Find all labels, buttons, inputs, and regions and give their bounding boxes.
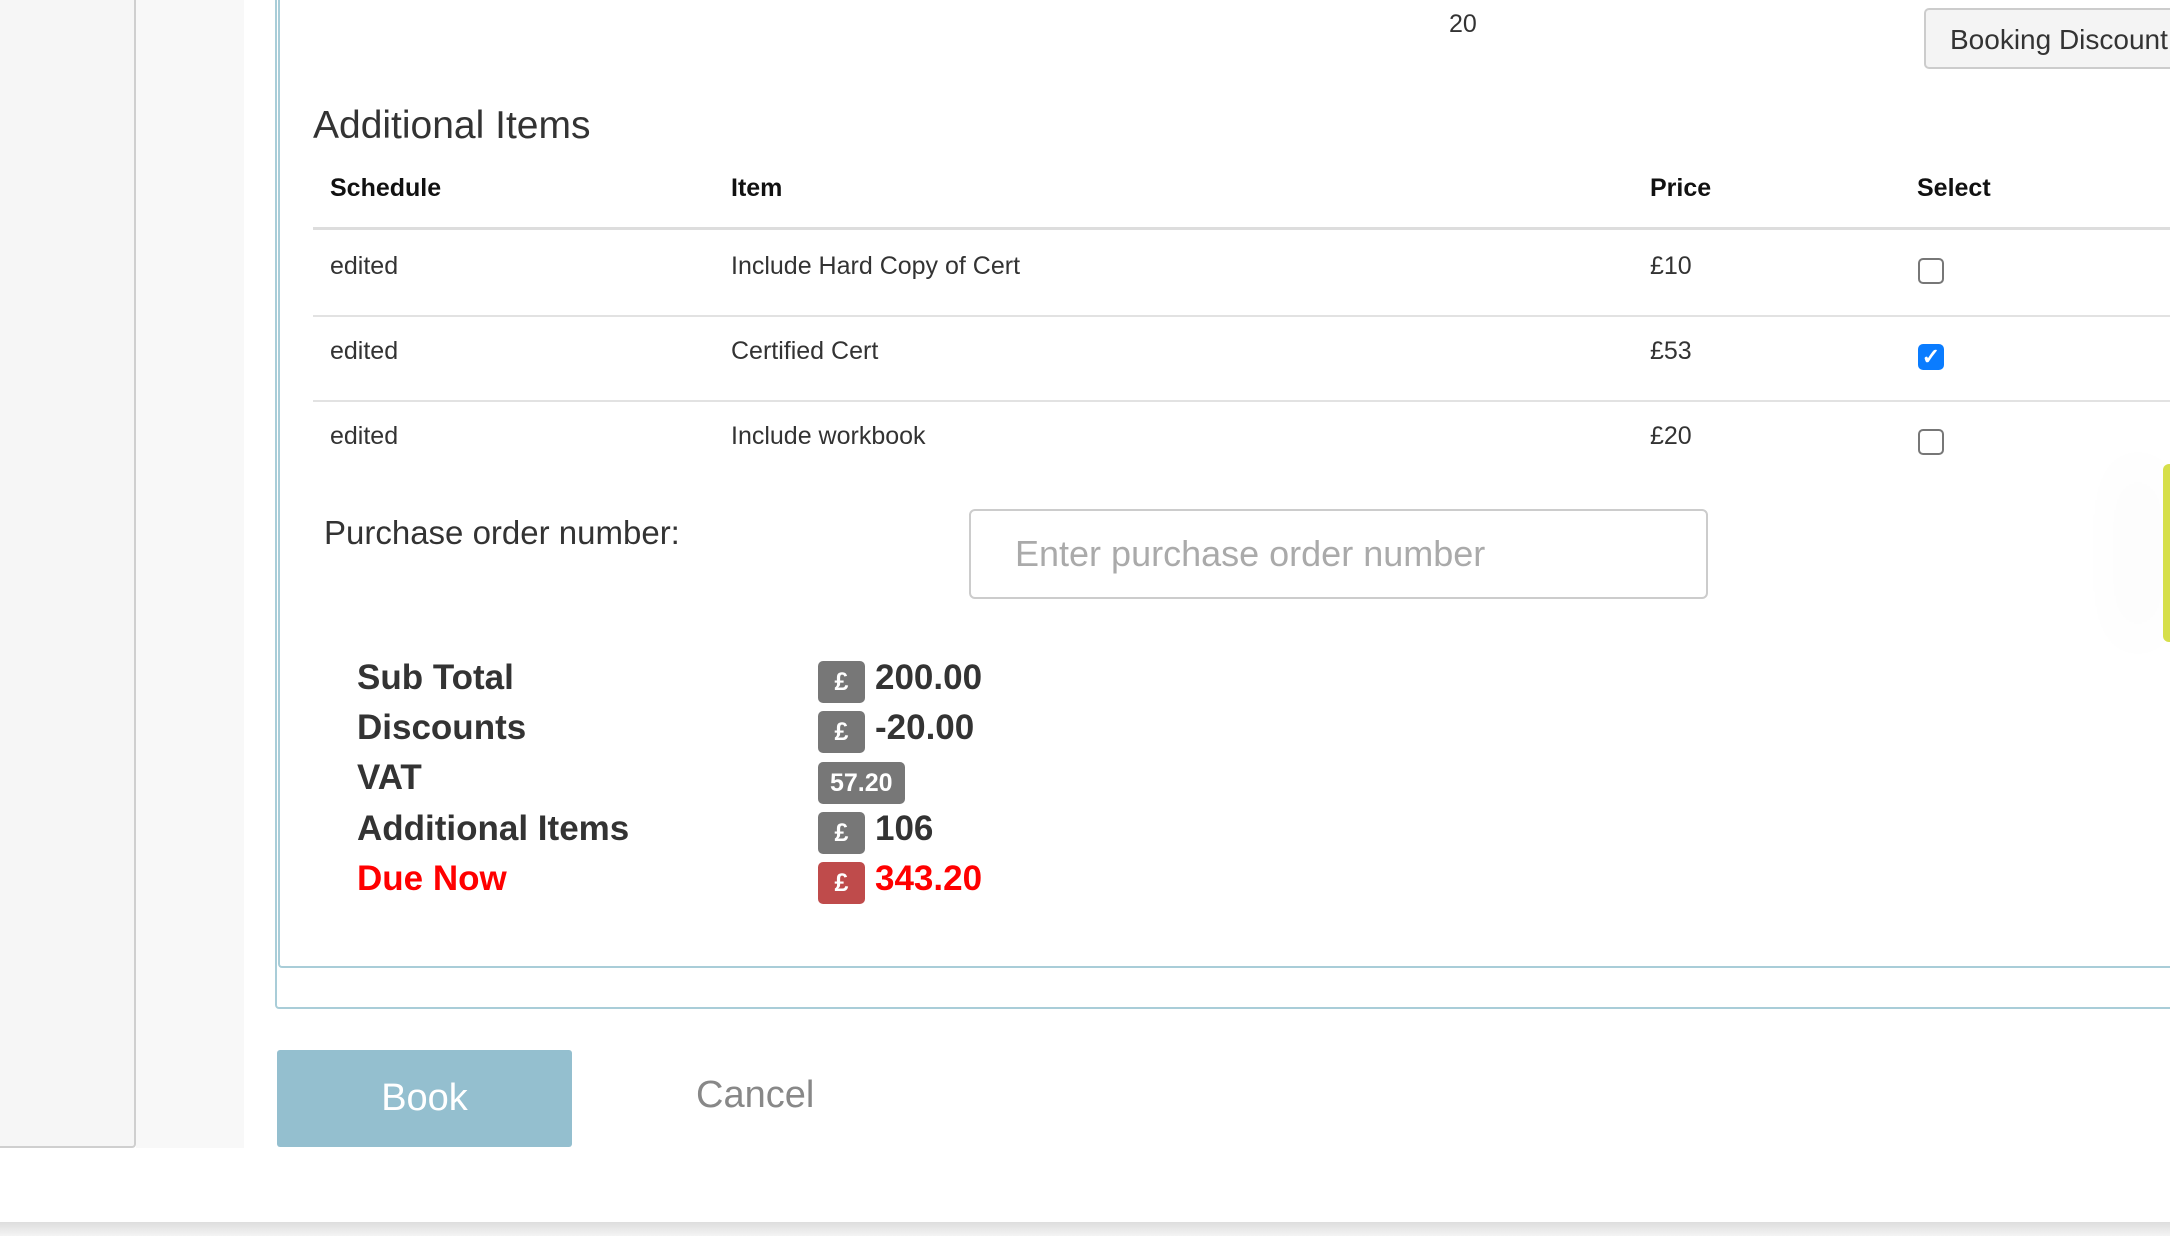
additional-items-value: 106 <box>875 809 934 848</box>
row-divider <box>313 400 2170 402</box>
select-checkbox[interactable] <box>1918 258 1944 284</box>
header-divider <box>313 227 2170 230</box>
purchase-order-input[interactable] <box>969 509 1708 599</box>
pound-badge: £ <box>818 661 865 703</box>
price-cell: £20 <box>1650 422 1692 450</box>
sub-total-label: Sub Total <box>357 658 514 697</box>
pound-badge: £ <box>818 812 865 854</box>
booking-discount-button[interactable]: Booking Discount <box>1924 8 2170 69</box>
select-checkbox[interactable]: ✓ <box>1918 344 1944 370</box>
vat-label: VAT <box>357 758 422 797</box>
column-header-item: Item <box>731 174 783 202</box>
bottom-divider <box>0 1222 2170 1236</box>
due-now-value: 343.20 <box>875 859 983 898</box>
column-header-select: Select <box>1917 174 1991 202</box>
item-cell: Include workbook <box>731 422 926 450</box>
column-header-price: Price <box>1650 174 1712 202</box>
schedule-cell: edited <box>330 422 399 450</box>
schedule-cell: edited <box>330 252 399 280</box>
cancel-button[interactable]: Cancel <box>696 1074 815 1116</box>
left-sidebar <box>0 0 136 1148</box>
booking-card <box>278 0 2170 968</box>
pound-badge: £ <box>818 862 865 904</box>
feedback-side-tab[interactable] <box>2163 464 2170 642</box>
price-cell: £53 <box>1650 337 1692 365</box>
sub-total-value: 200.00 <box>875 658 983 697</box>
row-divider <box>313 315 2170 317</box>
additional-items-label: Additional Items <box>357 809 630 848</box>
book-button[interactable]: Book <box>277 1050 572 1147</box>
schedule-cell: edited <box>330 337 399 365</box>
price-cell: £10 <box>1650 252 1692 280</box>
purchase-order-label: Purchase order number: <box>324 514 680 551</box>
checkmark-icon: ✓ <box>1921 344 1941 369</box>
gutter <box>136 0 244 1148</box>
count-value: 20 <box>1449 10 1477 38</box>
discounts-label: Discounts <box>357 708 527 747</box>
booking-panel <box>275 0 2170 1009</box>
pound-badge: £ <box>818 711 865 753</box>
item-cell: Include Hard Copy of Cert <box>731 252 1021 280</box>
discounts-value: -20.00 <box>875 708 975 747</box>
select-checkbox[interactable] <box>1918 429 1944 455</box>
item-cell: Certified Cert <box>731 337 879 365</box>
column-header-schedule: Schedule <box>330 174 442 202</box>
vat-value-badge: 57.20 <box>818 762 905 804</box>
additional-items-heading: Additional Items <box>313 104 591 147</box>
due-now-label: Due Now <box>357 859 507 898</box>
